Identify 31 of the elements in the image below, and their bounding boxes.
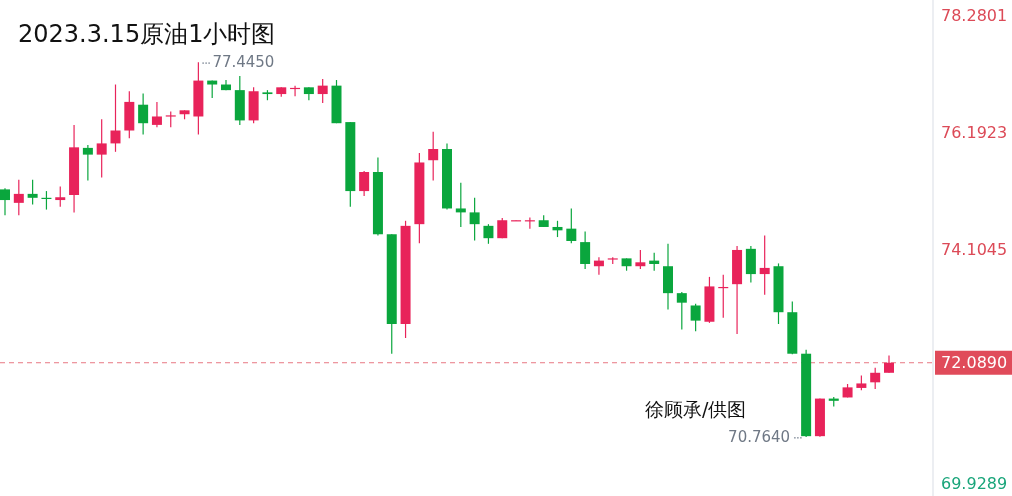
candlestick [759,234,770,296]
candlestick [469,197,480,242]
y-tick-label: 76.1923 [941,123,1008,143]
candlestick [870,367,881,390]
candlestick [635,249,646,270]
candlestick [676,291,687,331]
text: 2023.3.15原油1小时图 [18,20,276,48]
y-tick-label: 69.9289 [941,474,1008,494]
candlestick [0,187,10,216]
annotation: 徐顾承/供图 [645,398,747,420]
candlestick [82,144,93,182]
y-tick-label: 78.2801 [941,6,1008,26]
candlestick [96,118,107,179]
y-tick-label: 74.1045 [941,240,1008,260]
annotation: 70.7640 [728,428,791,447]
candlestick [566,207,577,244]
ref-line-label: 72.0890 [941,353,1008,373]
candlestick [27,179,38,206]
candlestick [580,230,591,270]
candlestick [690,303,701,332]
candlestick [55,185,66,208]
candlestick [13,179,24,216]
annotation: 77.4450 [212,53,275,72]
candlestick [483,223,494,245]
candlestick [110,83,121,153]
candlestick [317,78,328,104]
candlestick [428,131,439,182]
candlestick [455,182,466,228]
candlestick [151,101,162,128]
candlestick [138,92,149,136]
candlestick [359,170,370,197]
